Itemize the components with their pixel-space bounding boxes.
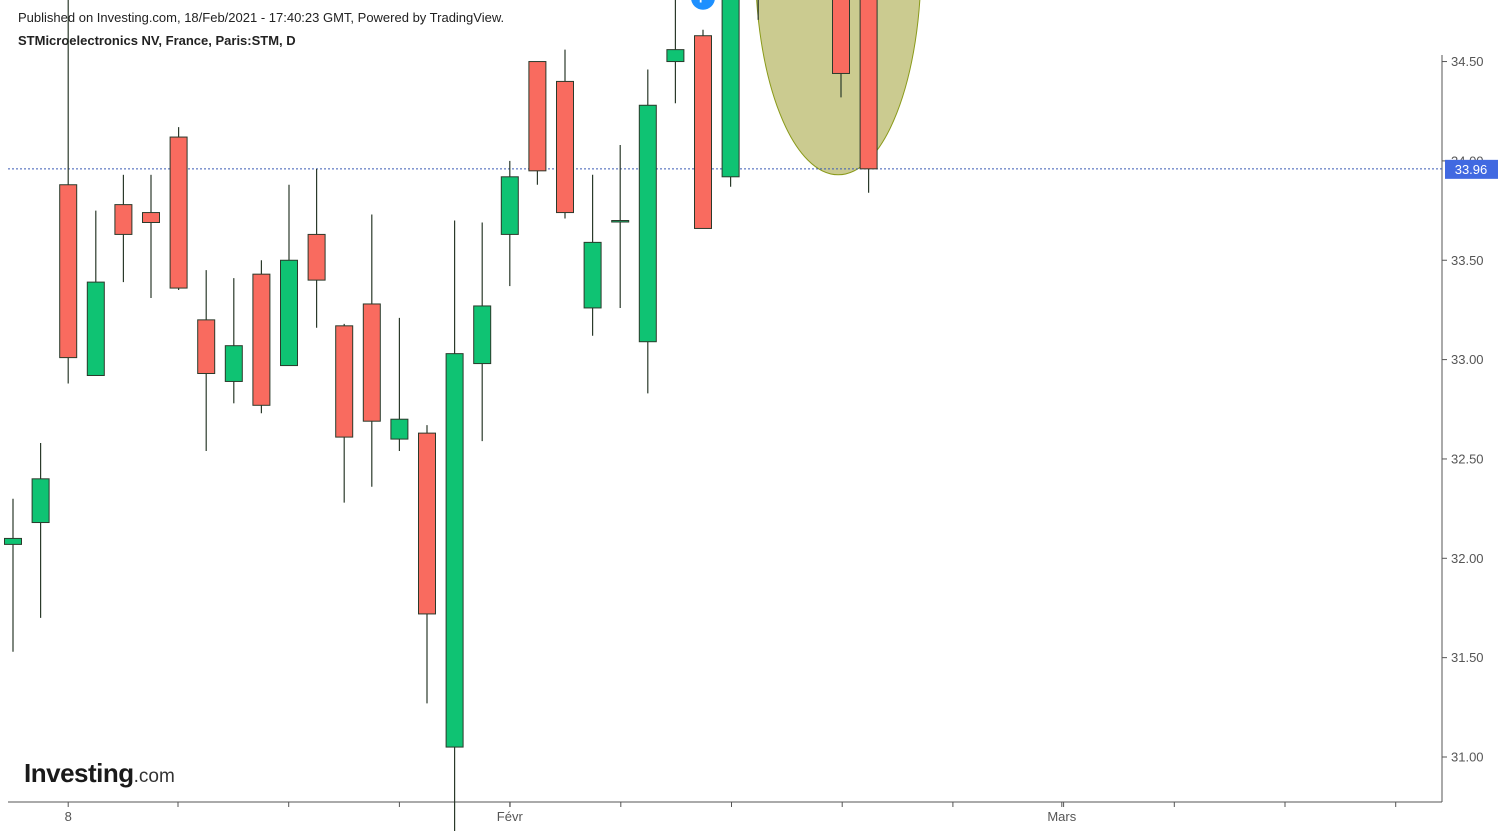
last-price-badge bbox=[1445, 159, 1498, 179]
candle bbox=[500, 160, 519, 287]
candle bbox=[362, 214, 381, 487]
candle-body-down bbox=[252, 273, 271, 406]
candle bbox=[583, 174, 602, 336]
y-tick-label: 32.50 bbox=[1451, 451, 1484, 466]
candle bbox=[335, 323, 354, 503]
candle bbox=[859, 0, 878, 193]
y-tick-label: 31.00 bbox=[1451, 750, 1484, 765]
candle-body-down bbox=[418, 432, 436, 615]
candle-body-up bbox=[500, 176, 519, 235]
candle bbox=[307, 168, 326, 328]
candle-body-down bbox=[114, 204, 133, 235]
candle-body-up bbox=[86, 281, 105, 376]
candle bbox=[4, 498, 22, 652]
x-tick-label: Févr bbox=[497, 809, 524, 824]
candle bbox=[169, 127, 188, 291]
candle-body-up bbox=[4, 537, 22, 545]
x-tick-label: Mars bbox=[1047, 809, 1076, 824]
candle bbox=[86, 210, 105, 376]
candle-body-down bbox=[59, 184, 78, 359]
candle-body-down bbox=[694, 35, 712, 229]
candle-body-up bbox=[611, 220, 630, 223]
candle bbox=[59, 0, 78, 384]
candle-body-down bbox=[169, 136, 188, 289]
candle bbox=[445, 220, 464, 831]
y-tick-label: 34.50 bbox=[1451, 54, 1484, 69]
candle-body-up bbox=[583, 241, 602, 309]
candle-body-down bbox=[859, 0, 878, 170]
logo-suffix: .com bbox=[133, 766, 175, 787]
candle bbox=[556, 49, 574, 219]
candle-body-down bbox=[556, 80, 574, 214]
candle bbox=[528, 61, 547, 185]
candle bbox=[694, 29, 712, 229]
candle bbox=[252, 260, 271, 414]
candle bbox=[611, 145, 630, 308]
investing-logo: Investing.com bbox=[24, 758, 175, 789]
event-marker-icon bbox=[691, 0, 715, 10]
candle bbox=[197, 270, 216, 452]
logo-main: Investing bbox=[24, 758, 134, 788]
candle-body-up bbox=[224, 345, 243, 382]
candle bbox=[390, 317, 409, 452]
candle bbox=[114, 174, 133, 283]
candle bbox=[224, 278, 243, 404]
candle-body-up bbox=[721, 0, 740, 178]
candle bbox=[666, 0, 685, 104]
candle bbox=[832, 0, 850, 98]
chart-symbol-title: STMicroelectronics NV, France, Paris:STM… bbox=[18, 33, 296, 48]
candle-body-up bbox=[445, 353, 464, 748]
last-price-label: 33.96 bbox=[1455, 162, 1488, 177]
candle-body-down bbox=[362, 303, 381, 422]
y-tick-label: 33.50 bbox=[1451, 253, 1484, 268]
highlight-ellipse bbox=[756, 0, 921, 176]
candle-body-down bbox=[307, 233, 326, 281]
candle-body-up bbox=[390, 418, 409, 440]
published-note: Published on Investing.com, 18/Feb/2021 … bbox=[18, 10, 505, 25]
event-marker-label: P bbox=[699, 0, 707, 5]
candle-body-down bbox=[197, 319, 216, 375]
candle bbox=[721, 0, 740, 187]
candle-body-up bbox=[473, 305, 492, 365]
candle-body-up bbox=[31, 478, 50, 524]
candle-body-up bbox=[638, 104, 657, 343]
x-tick-label: 8 bbox=[65, 809, 72, 824]
candle bbox=[418, 425, 436, 704]
event-marker: P bbox=[691, 0, 715, 10]
y-tick-label: 31.50 bbox=[1451, 650, 1484, 665]
candle-body-down bbox=[335, 325, 354, 438]
candle-body-down bbox=[528, 61, 547, 172]
candle-body-down bbox=[832, 0, 850, 74]
y-tick-label: 32.00 bbox=[1451, 551, 1484, 566]
y-tick-label: 33.00 bbox=[1451, 352, 1484, 367]
candle bbox=[280, 184, 298, 367]
candle bbox=[142, 174, 160, 299]
candle-body-up bbox=[666, 49, 685, 63]
candle bbox=[638, 69, 657, 394]
candle bbox=[473, 222, 492, 442]
candle-body-down bbox=[142, 212, 160, 223]
candle bbox=[31, 443, 50, 618]
candle-body-up bbox=[280, 259, 298, 367]
